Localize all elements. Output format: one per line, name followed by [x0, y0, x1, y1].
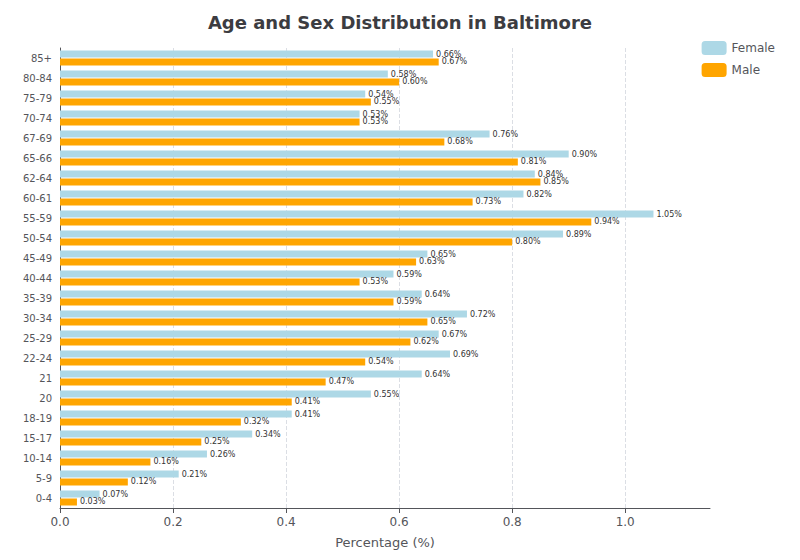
svg-text:0.53%: 0.53%	[362, 109, 388, 119]
svg-text:10-14: 10-14	[23, 453, 52, 464]
svg-text:0.6: 0.6	[390, 515, 409, 529]
svg-text:0.72%: 0.72%	[470, 310, 496, 319]
svg-text:0.64%: 0.64%	[425, 290, 451, 299]
svg-text:0.53%: 0.53%	[363, 117, 389, 126]
svg-text:0.2: 0.2	[163, 515, 182, 529]
svg-text:0.54%: 0.54%	[368, 357, 394, 366]
svg-text:70-74: 70-74	[23, 113, 52, 124]
svg-text:0.89%: 0.89%	[566, 230, 592, 239]
svg-text:0.58%: 0.58%	[390, 69, 417, 79]
svg-text:22-24: 22-24	[23, 353, 52, 364]
svg-text:0-4: 0-4	[36, 493, 52, 504]
svg-text:Male: Male	[732, 63, 760, 77]
svg-text:0.26%: 0.26%	[210, 450, 236, 459]
svg-text:30-34: 30-34	[23, 313, 52, 324]
svg-text:0.55%: 0.55%	[374, 97, 400, 106]
svg-text:0.90%: 0.90%	[572, 150, 598, 159]
svg-text:0.67%: 0.67%	[442, 57, 468, 66]
svg-text:50-54: 50-54	[23, 233, 52, 244]
svg-text:0.82%: 0.82%	[526, 190, 552, 199]
svg-text:0.12%: 0.12%	[131, 477, 157, 486]
svg-text:1.05%: 1.05%	[656, 210, 682, 219]
svg-text:55-59: 55-59	[23, 213, 52, 224]
svg-text:0.73%: 0.73%	[476, 197, 502, 206]
svg-text:15-17: 15-17	[23, 433, 52, 444]
svg-text:0.41%: 0.41%	[295, 410, 321, 419]
svg-text:0.94%: 0.94%	[594, 217, 620, 226]
svg-text:Female: Female	[732, 41, 775, 55]
svg-text:0.60%: 0.60%	[402, 77, 428, 86]
svg-text:65-66: 65-66	[23, 153, 52, 164]
svg-text:0.55%: 0.55%	[374, 390, 400, 399]
svg-text:0.21%: 0.21%	[182, 470, 208, 479]
svg-text:0.63%: 0.63%	[419, 257, 445, 266]
svg-text:0.59%: 0.59%	[396, 297, 422, 306]
svg-text:45-49: 45-49	[23, 253, 52, 264]
svg-text:0.76%: 0.76%	[493, 130, 519, 139]
svg-text:0.8: 0.8	[503, 515, 522, 529]
svg-text:0.65%: 0.65%	[430, 249, 456, 259]
svg-text:1.0: 1.0	[616, 515, 635, 529]
svg-text:0.59%: 0.59%	[396, 270, 422, 279]
svg-text:62-64: 62-64	[23, 173, 52, 184]
svg-text:18-19: 18-19	[23, 413, 52, 424]
svg-text:0.07%: 0.07%	[103, 490, 129, 499]
svg-text:0.69%: 0.69%	[453, 350, 479, 359]
svg-text:0.53%: 0.53%	[363, 277, 389, 286]
svg-text:0.65%: 0.65%	[430, 317, 456, 326]
svg-text:35-39: 35-39	[23, 293, 52, 304]
svg-text:0.62%: 0.62%	[413, 337, 439, 346]
svg-text:0.66%: 0.66%	[436, 49, 462, 59]
svg-text:0.03%: 0.03%	[80, 497, 106, 506]
svg-text:0.25%: 0.25%	[204, 437, 230, 446]
svg-text:0.81%: 0.81%	[521, 157, 547, 166]
svg-text:0.32%: 0.32%	[244, 417, 270, 426]
svg-text:0.4: 0.4	[277, 515, 296, 529]
svg-text:0.64%: 0.64%	[425, 370, 451, 379]
svg-text:0.67%: 0.67%	[442, 330, 468, 339]
svg-text:0.54%: 0.54%	[368, 89, 394, 99]
svg-text:40-44: 40-44	[23, 273, 52, 284]
svg-text:25-29: 25-29	[23, 333, 52, 344]
svg-text:60-61: 60-61	[23, 193, 52, 204]
svg-text:0.85%: 0.85%	[543, 177, 569, 186]
svg-text:0.34%: 0.34%	[255, 430, 281, 439]
svg-text:0.16%: 0.16%	[153, 457, 179, 466]
svg-text:21: 21	[39, 373, 52, 384]
svg-text:20: 20	[39, 393, 52, 404]
svg-text:0.41%: 0.41%	[295, 397, 321, 406]
svg-text:67-69: 67-69	[23, 133, 52, 144]
svg-text:80-84: 80-84	[23, 73, 52, 84]
svg-text:5-9: 5-9	[36, 473, 52, 484]
svg-text:0.80%: 0.80%	[515, 237, 541, 246]
svg-text:0.47%: 0.47%	[329, 377, 355, 386]
svg-text:0.68%: 0.68%	[447, 137, 473, 146]
svg-text:0.84%: 0.84%	[537, 169, 564, 179]
svg-text:85+: 85+	[31, 53, 52, 64]
svg-text:Age and Sex Distribution in Ba: Age and Sex Distribution in Baltimore	[208, 12, 592, 33]
svg-text:Percentage (%): Percentage (%)	[335, 535, 435, 550]
svg-text:0.0: 0.0	[50, 515, 69, 529]
svg-text:75-79: 75-79	[23, 93, 52, 104]
